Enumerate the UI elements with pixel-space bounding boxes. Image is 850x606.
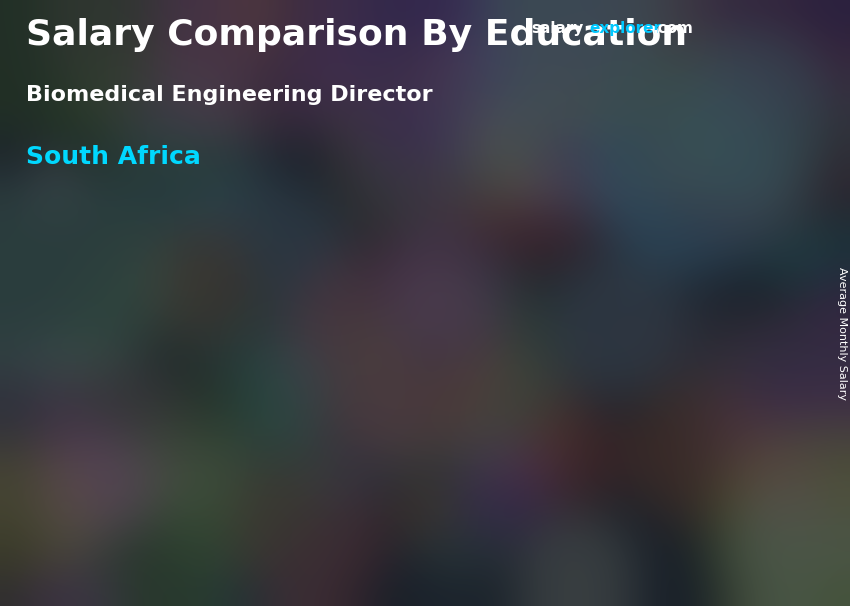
Bar xyxy=(643,264,645,527)
Bar xyxy=(553,264,643,527)
Bar xyxy=(432,362,434,527)
Bar xyxy=(650,73,765,99)
Text: explorer: explorer xyxy=(589,21,661,36)
Text: South Africa: South Africa xyxy=(26,145,201,170)
Bar xyxy=(343,362,431,527)
Text: .com: .com xyxy=(653,21,694,36)
Text: Master's
Degree: Master's Degree xyxy=(340,553,434,595)
Text: Bachelor's
Degree: Bachelor's Degree xyxy=(119,553,233,595)
Bar xyxy=(127,395,131,527)
Text: PhD: PhD xyxy=(576,553,620,571)
Polygon shape xyxy=(650,39,692,133)
Bar xyxy=(131,395,220,527)
Text: +24%: +24% xyxy=(228,276,335,310)
Text: 83,600 ZAR: 83,600 ZAR xyxy=(516,238,632,256)
Text: Average Monthly Salary: Average Monthly Salary xyxy=(837,267,847,400)
Text: 52,300 ZAR: 52,300 ZAR xyxy=(332,336,448,355)
Polygon shape xyxy=(650,55,679,118)
Text: Salary Comparison By Education: Salary Comparison By Education xyxy=(26,18,687,52)
Bar xyxy=(549,264,553,527)
Bar xyxy=(338,362,342,527)
Text: Biomedical Engineering Director: Biomedical Engineering Director xyxy=(26,85,432,105)
Text: +60%: +60% xyxy=(439,200,547,233)
Bar xyxy=(220,395,223,527)
Text: salary: salary xyxy=(531,21,584,36)
Polygon shape xyxy=(650,48,685,125)
Text: 42,200 ZAR: 42,200 ZAR xyxy=(121,368,237,387)
Polygon shape xyxy=(650,39,765,87)
Polygon shape xyxy=(650,87,765,133)
Polygon shape xyxy=(650,63,673,110)
